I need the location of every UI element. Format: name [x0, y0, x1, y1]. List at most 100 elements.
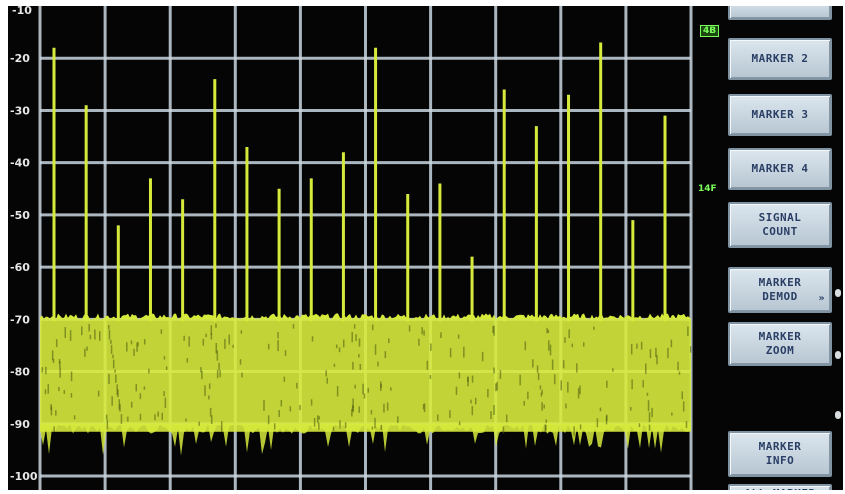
noise-speckle [487, 388, 489, 398]
noise-speckle [278, 410, 280, 418]
noise-speckle [397, 416, 399, 423]
noise-speckle [490, 411, 492, 419]
marker-2-softkey[interactable]: MARKER 2 [728, 38, 832, 80]
noise-speckle [81, 326, 83, 336]
channel-tag-label: 4B [700, 25, 720, 37]
noise-speckle [358, 353, 360, 358]
noise-speckle [84, 348, 86, 357]
marker-3-softkey[interactable]: MARKER 3 [728, 94, 832, 136]
noise-speckle [418, 338, 420, 346]
noise-speckle [219, 370, 221, 378]
noise-speckle [612, 368, 614, 372]
noise-speckle [582, 342, 585, 347]
noise-speckle [670, 339, 673, 348]
marker-1-softkey[interactable] [728, 6, 832, 20]
noise-speckle [576, 363, 578, 373]
bezel-dot [835, 351, 841, 359]
noise-speckle [240, 330, 243, 334]
noise-speckle [455, 386, 458, 395]
noise-speckle [640, 341, 643, 350]
noise-speckle [143, 338, 146, 345]
noise-speckle [630, 343, 633, 355]
noise-speckle [130, 340, 133, 345]
noise-speckle [292, 324, 295, 329]
noise-speckle [117, 389, 119, 398]
y-axis-label: -20 [10, 52, 30, 65]
bezel-dot [835, 289, 841, 297]
noise-speckle [463, 346, 465, 358]
noise-speckle [130, 401, 133, 408]
noise-speckle [545, 419, 548, 424]
noise-speckle [457, 334, 460, 339]
softkey-label: COUNT [762, 225, 798, 238]
y-axis-label: -80 [10, 366, 30, 379]
y-axis-label: -30 [10, 104, 30, 117]
noise-speckle [185, 418, 187, 422]
noise-speckle [344, 422, 347, 429]
noise-speckle [505, 414, 508, 423]
noise-speckle [458, 372, 461, 379]
noise-speckle [105, 414, 108, 420]
noise-speckle [567, 381, 569, 393]
all-marker-softkey[interactable]: ALL MARKER [728, 484, 832, 490]
noise-speckle [553, 374, 556, 385]
noise-speckle [646, 392, 649, 396]
noise-speckle [547, 329, 550, 334]
noise-speckle [157, 411, 159, 417]
noise-speckle [108, 329, 111, 340]
noise-speckle [160, 329, 163, 334]
noise-speckle [241, 372, 243, 378]
noise-speckle [277, 332, 279, 339]
noise-speckle [69, 330, 72, 341]
noise-speckle [88, 323, 90, 332]
noise-speckle [532, 359, 534, 368]
noise-speckle [437, 414, 439, 421]
softkey-label: INFO [765, 454, 795, 467]
noise-speckle [133, 348, 135, 356]
noise-speckle [210, 333, 213, 340]
noise-speckle [352, 361, 354, 370]
noise-speckle [263, 400, 265, 411]
marker-demod-softkey[interactable]: MARKER DEMOD » [728, 267, 832, 313]
noise-speckle [564, 337, 566, 343]
noise-speckle [358, 338, 361, 347]
marker-info-softkey[interactable]: MARKER INFO [728, 431, 832, 477]
noise-speckle [655, 347, 657, 358]
softkey-label: ALL MARKER [744, 487, 815, 490]
noise-speckle [562, 360, 565, 369]
marker-4-softkey[interactable]: MARKER 4 [728, 148, 832, 190]
noise-speckle [108, 373, 110, 385]
noise-speckle [541, 389, 543, 395]
noise-speckle [110, 344, 113, 354]
noise-speckle [374, 344, 377, 355]
y-axis-label: -50 [10, 209, 30, 222]
noise-speckle [64, 327, 66, 338]
noise-speckle [318, 422, 320, 431]
bezel-dot [835, 411, 841, 419]
noise-speckle [165, 366, 168, 370]
noise-speckle [97, 390, 100, 397]
noise-speckle [215, 342, 218, 354]
noise-speckle [143, 386, 146, 390]
noise-speckle [311, 336, 314, 342]
noise-speckle [325, 370, 327, 377]
noise-speckle [426, 360, 429, 370]
noise-speckle [283, 376, 286, 382]
marker-zoom-softkey[interactable]: MARKER ZOOM [728, 322, 832, 366]
noise-speckle [188, 336, 190, 347]
noise-speckle [41, 367, 44, 373]
noise-speckle [471, 375, 474, 383]
noise-speckle [208, 383, 211, 389]
noise-speckle [98, 331, 101, 341]
signal-count-softkey[interactable]: SIGNAL COUNT [728, 202, 832, 248]
noise-speckle [568, 329, 570, 339]
noise-speckle [537, 372, 540, 381]
noise-speckle [215, 323, 217, 328]
noise-speckle [371, 426, 374, 430]
noise-speckle [471, 406, 474, 416]
noise-speckle [667, 347, 669, 359]
analyzer-screen: -20 -30 -40 -50 -60 -70 -80 -90 -100 -10 4B 14F M… [8, 6, 843, 490]
noise-speckle [163, 391, 165, 397]
noise-speckle [687, 326, 689, 337]
noise-speckle [216, 350, 219, 361]
